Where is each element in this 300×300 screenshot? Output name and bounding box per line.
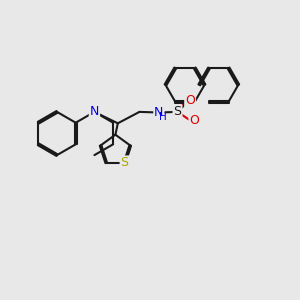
Text: N: N [90, 105, 99, 119]
Text: O: O [189, 114, 199, 127]
Text: H: H [159, 112, 167, 122]
Text: S: S [121, 156, 129, 170]
Text: O: O [185, 94, 195, 107]
Text: N: N [154, 106, 164, 119]
Text: S: S [173, 105, 181, 119]
